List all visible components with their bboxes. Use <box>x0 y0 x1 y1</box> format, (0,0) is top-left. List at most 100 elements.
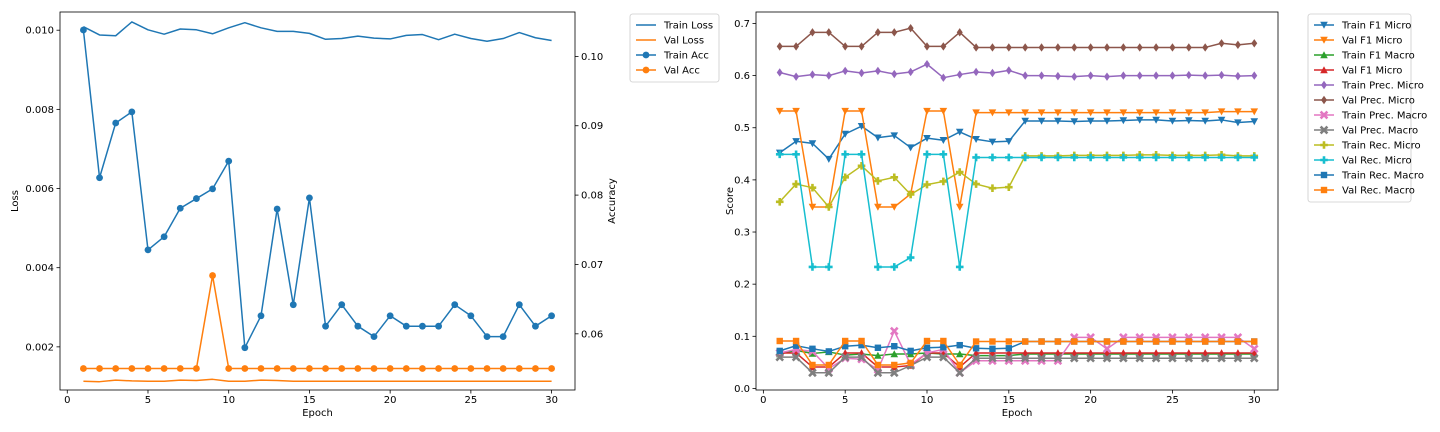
data-point <box>955 368 965 378</box>
data-point <box>939 352 948 362</box>
data-point <box>1005 153 1013 162</box>
x-tick-label: 25 <box>1166 395 1179 406</box>
data-point <box>128 365 136 372</box>
legend-marker <box>1319 125 1329 135</box>
legend-label: Val F1 Micro <box>1342 66 1402 77</box>
data-point <box>467 365 475 372</box>
data-point <box>1119 117 1128 125</box>
data-point <box>1070 349 1079 357</box>
legend-marker <box>1320 171 1328 179</box>
data-point <box>1185 153 1193 162</box>
data-point <box>1086 153 1095 162</box>
data-point <box>1234 153 1242 162</box>
data-point <box>435 365 442 372</box>
y2-axis-label: Accuracy <box>607 178 618 224</box>
data-point <box>792 138 800 146</box>
y2-tick-label: 0.06 <box>581 329 603 340</box>
data-point <box>1004 353 1014 363</box>
data-point <box>1086 117 1095 125</box>
data-point <box>451 301 459 309</box>
data-point <box>1037 109 1046 117</box>
data-point <box>1005 138 1013 146</box>
y-axis-label: Score <box>725 187 736 215</box>
data-point <box>841 337 849 345</box>
x-tick-label: 20 <box>384 395 397 406</box>
data-point <box>1071 72 1078 81</box>
axes-frame <box>755 11 1279 391</box>
data-point <box>842 66 849 76</box>
data-point <box>532 322 539 330</box>
data-point <box>1102 353 1112 363</box>
legend-label: Train Prec. Micro <box>1341 81 1424 92</box>
data-point <box>532 365 539 372</box>
data-point <box>841 343 849 350</box>
x-tick-label: 25 <box>465 395 478 406</box>
data-point <box>1218 39 1225 48</box>
data-point <box>956 28 963 37</box>
data-point <box>874 344 882 351</box>
data-point <box>955 128 964 136</box>
data-point <box>972 136 980 144</box>
data-point <box>1102 344 1112 354</box>
data-point <box>354 322 362 330</box>
series-train-f1-micro <box>775 116 1259 163</box>
data-point <box>988 353 997 363</box>
data-point <box>776 68 783 77</box>
data-point <box>1104 43 1110 52</box>
data-point <box>874 177 882 185</box>
data-point <box>907 67 914 77</box>
series-val-prec-macro <box>775 352 1259 378</box>
legend-marker <box>1320 21 1328 29</box>
legend-label: Val Loss <box>664 36 704 47</box>
data-point <box>370 333 378 340</box>
data-point <box>386 312 394 320</box>
data-point <box>1153 71 1160 80</box>
data-point <box>112 365 120 372</box>
data-point <box>955 263 964 271</box>
data-point <box>1152 109 1160 117</box>
data-point <box>940 344 947 351</box>
data-point <box>273 365 281 372</box>
data-point <box>257 365 265 372</box>
series-line <box>779 63 1255 79</box>
y-tick-label: 0.010 <box>25 26 54 37</box>
data-point <box>515 365 523 372</box>
data-point <box>1152 153 1160 162</box>
data-point <box>956 361 963 369</box>
data-point <box>825 71 832 80</box>
data-point <box>225 365 233 372</box>
data-point <box>435 322 442 330</box>
data-point <box>808 368 817 378</box>
data-point <box>1086 109 1095 117</box>
data-point <box>144 365 152 372</box>
series-line <box>83 274 552 370</box>
data-point <box>1005 109 1013 117</box>
data-point <box>923 107 931 115</box>
data-point <box>956 341 963 349</box>
data-point <box>1250 118 1259 126</box>
data-point <box>989 345 996 353</box>
data-point <box>1103 117 1111 125</box>
data-point <box>1185 117 1193 125</box>
data-point <box>972 338 980 345</box>
data-point <box>1038 338 1045 345</box>
data-point <box>1135 349 1144 357</box>
data-point <box>1185 43 1192 52</box>
data-point <box>1022 43 1029 52</box>
data-point <box>209 272 216 279</box>
data-point <box>857 162 866 170</box>
data-point <box>841 130 849 138</box>
series-line <box>779 27 1255 49</box>
data-point <box>791 352 801 362</box>
data-point <box>989 43 996 52</box>
data-point <box>923 180 931 189</box>
data-point <box>858 341 865 349</box>
legend-label: Train F1 Micro <box>1341 21 1411 32</box>
data-point <box>225 157 233 165</box>
data-point <box>1217 116 1226 124</box>
data-point <box>873 368 883 378</box>
series-line <box>779 154 1255 208</box>
data-point <box>988 153 997 162</box>
data-point <box>1202 43 1209 52</box>
x-tick-label: 0 <box>760 395 766 406</box>
